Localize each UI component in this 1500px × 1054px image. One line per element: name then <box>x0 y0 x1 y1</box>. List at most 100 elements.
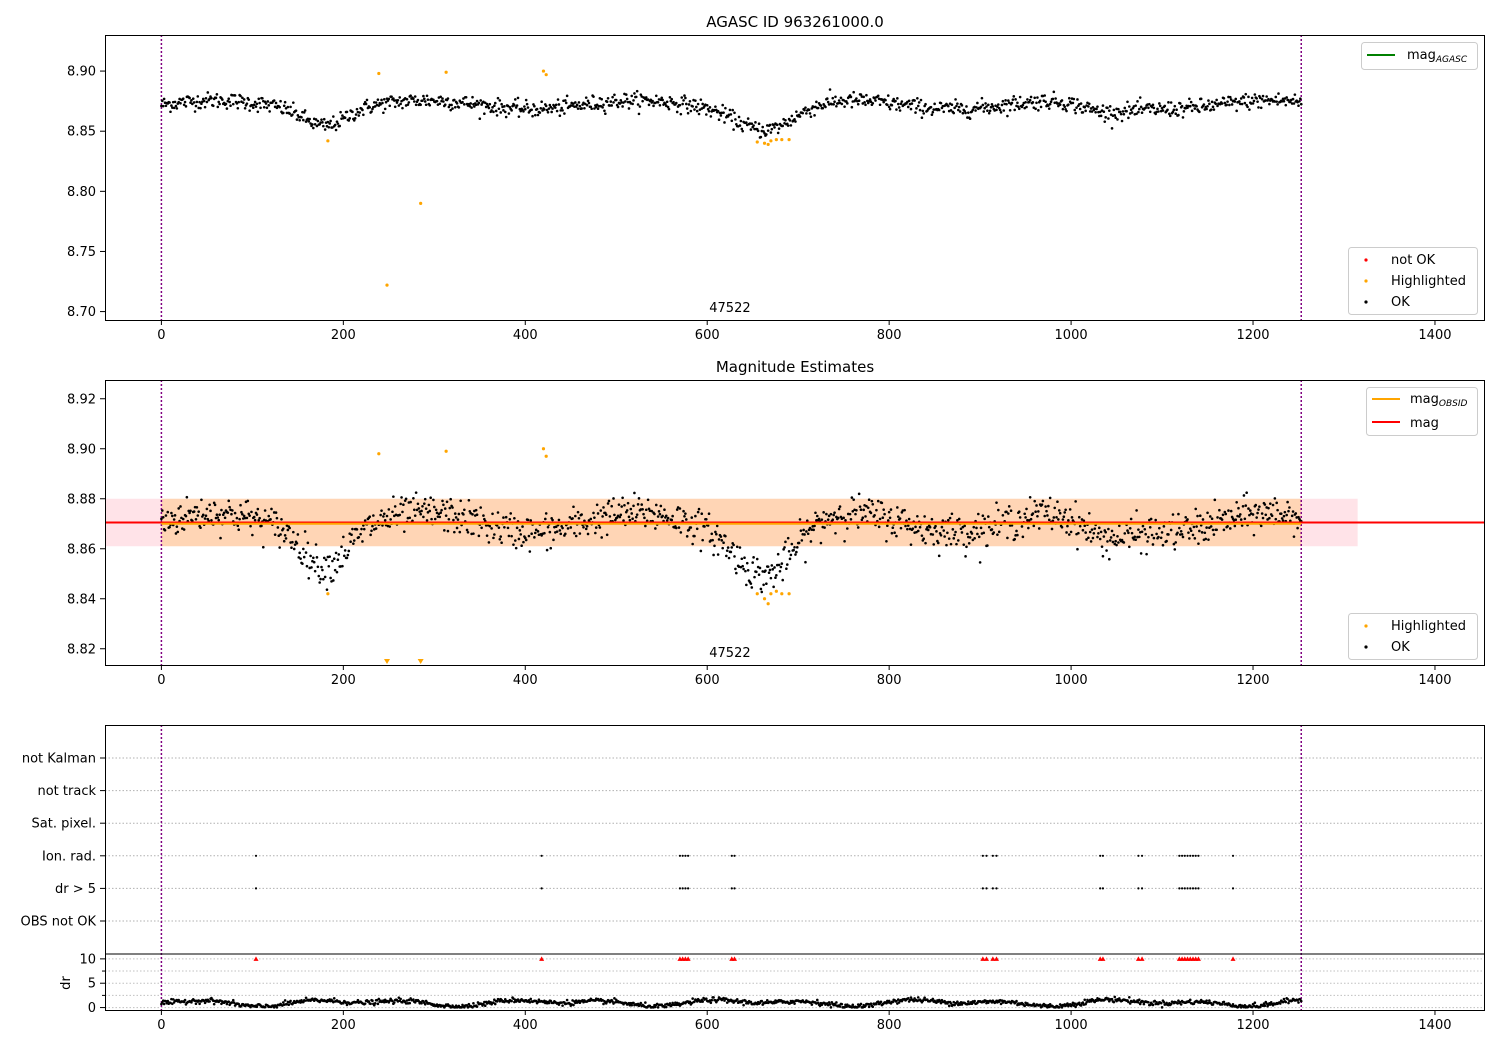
ok-point <box>382 515 385 518</box>
ok-point <box>334 551 338 555</box>
panel-agasc-point-legend[interactable]: not OK Highlighted OK <box>1348 247 1478 315</box>
flag-point <box>1178 854 1181 857</box>
flag-point <box>254 854 258 857</box>
ok-point <box>1257 106 1260 109</box>
panel-agasc-axes: 0 200 400 600 800 1000 1200 14008.708.758.808.8… <box>67 65 1451 343</box>
ok-point <box>199 106 202 110</box>
ok-point <box>574 514 577 518</box>
ok-point <box>878 103 882 107</box>
ok-point <box>477 534 481 538</box>
ok-point <box>388 104 392 108</box>
ok-point <box>753 575 756 579</box>
ok-point <box>1270 514 1274 518</box>
y-tick-label: 8.84 <box>67 592 96 607</box>
panel-magnitude-point-legend[interactable]: Highlighted OK <box>1348 613 1478 660</box>
ok-point <box>808 112 812 115</box>
ok-point <box>750 586 754 589</box>
ok-point <box>858 505 862 508</box>
dr-point <box>1112 1000 1116 1004</box>
ok-point <box>590 107 593 111</box>
ok-point <box>444 514 448 517</box>
ok-point <box>804 106 807 109</box>
ok-point <box>278 105 281 109</box>
ok-point <box>644 508 648 512</box>
ok-point <box>646 98 650 101</box>
ok-point <box>364 102 368 106</box>
ok-point <box>423 100 427 103</box>
ok-point <box>1122 541 1126 544</box>
ok-point <box>253 100 257 104</box>
ok-point <box>1167 101 1170 104</box>
ok-point <box>883 512 886 516</box>
ok-point <box>1007 512 1010 515</box>
ok-point <box>680 96 684 99</box>
panel-magnitude-line-legend[interactable]: magOBSID mag <box>1366 387 1478 436</box>
ok-point <box>786 536 790 540</box>
ok-point <box>584 102 587 106</box>
dr-point <box>413 1001 417 1004</box>
ok-point <box>1138 535 1141 539</box>
ok-point <box>970 532 974 535</box>
ok-point <box>982 531 986 535</box>
ok-point <box>426 511 430 514</box>
flag-point <box>1183 854 1186 857</box>
panel-agasc-line-legend[interactable]: magAGASC <box>1361 42 1478 70</box>
ok-point <box>992 531 996 534</box>
ok-point <box>521 525 524 528</box>
dr-point <box>913 997 916 1000</box>
dr-clipped-marker <box>1135 956 1141 961</box>
dr-point <box>725 1001 729 1004</box>
ok-point <box>578 532 582 535</box>
ok-point <box>976 532 979 536</box>
ok-point <box>384 100 388 104</box>
ok-point <box>770 564 774 567</box>
ok-point <box>307 120 311 123</box>
ok-point <box>1025 507 1028 511</box>
ok-point <box>192 101 196 104</box>
highlighted-point <box>541 69 546 73</box>
ok-point <box>1093 527 1097 530</box>
ok-point <box>700 512 704 516</box>
ok-point <box>988 109 992 113</box>
ok-point <box>896 515 900 518</box>
ok-point <box>904 524 907 528</box>
ok-point <box>206 91 210 94</box>
ok-point <box>522 540 525 544</box>
ok-point <box>695 109 699 113</box>
dr-point <box>1208 999 1211 1002</box>
highlighted-point <box>766 602 770 606</box>
ok-point <box>742 567 745 571</box>
x-tick-label-400: 400 <box>513 673 538 688</box>
flag-point <box>540 854 543 857</box>
ok-point <box>296 533 300 536</box>
ok-point <box>493 104 496 107</box>
ok-point <box>972 525 976 529</box>
ok-point <box>1238 513 1242 516</box>
x-tick-label-1200: 1200 <box>1236 673 1269 688</box>
flag-point <box>1197 887 1200 890</box>
ok-point <box>751 561 754 564</box>
ok-point <box>553 106 557 109</box>
dr-point <box>507 1001 511 1004</box>
dr-point <box>203 1001 207 1005</box>
ok-point <box>759 587 763 591</box>
ok-point <box>1017 510 1021 514</box>
ok-point <box>584 527 588 531</box>
ok-point <box>790 542 794 546</box>
ok-point <box>174 532 178 535</box>
ok-point <box>1176 531 1179 535</box>
ok-point <box>1171 110 1175 114</box>
ok-point <box>685 535 689 538</box>
ok-point <box>362 524 365 527</box>
ok-point <box>722 111 725 114</box>
dr-point <box>1279 1002 1282 1005</box>
ok-point <box>956 539 960 542</box>
dr-point <box>876 1000 880 1004</box>
ok-point <box>421 99 424 102</box>
dr-point <box>565 998 569 1002</box>
ok-point <box>699 549 703 553</box>
ok-point <box>329 576 332 580</box>
ok-point <box>183 100 187 104</box>
ok-point <box>409 500 412 504</box>
ok-point <box>350 533 353 537</box>
